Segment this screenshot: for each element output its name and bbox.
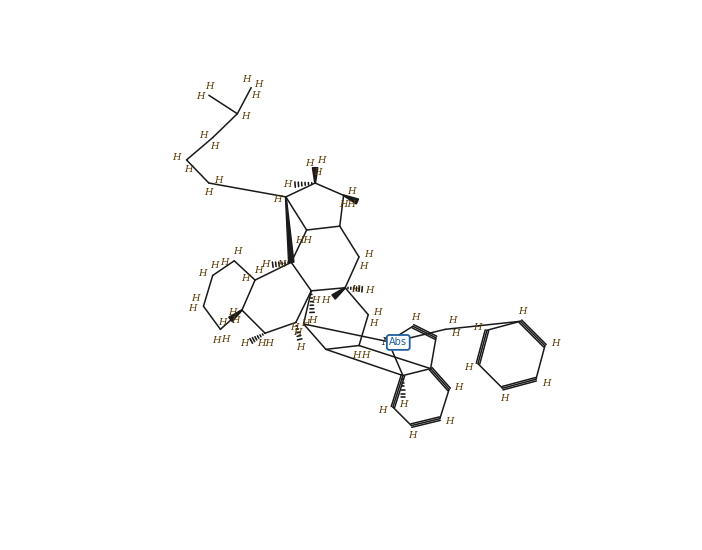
Text: H: H [240, 339, 249, 349]
Text: H: H [322, 295, 330, 305]
Text: H: H [233, 247, 241, 256]
Text: H: H [231, 316, 239, 326]
Text: H: H [204, 188, 213, 197]
Polygon shape [229, 310, 242, 321]
Text: H: H [290, 323, 298, 332]
Text: H: H [254, 266, 263, 274]
Text: H: H [185, 164, 193, 174]
Text: H: H [210, 261, 218, 270]
Text: H: H [242, 75, 251, 84]
Text: H: H [472, 323, 481, 332]
Text: N: N [381, 337, 391, 346]
Text: H: H [241, 274, 249, 283]
Text: H: H [501, 394, 509, 403]
Text: H: H [364, 250, 373, 259]
Text: H: H [301, 320, 310, 328]
Text: H: H [359, 262, 368, 271]
Text: H: H [215, 176, 223, 185]
Text: H: H [542, 378, 550, 388]
Text: H: H [451, 329, 460, 338]
Text: H: H [261, 260, 270, 269]
Text: H: H [192, 294, 200, 303]
Text: H: H [241, 112, 250, 120]
Text: H: H [361, 351, 369, 360]
Text: H: H [283, 180, 291, 189]
Text: H: H [199, 270, 207, 278]
Text: H: H [273, 195, 282, 205]
Text: H: H [352, 351, 361, 360]
Text: H: H [373, 308, 382, 317]
Text: H: H [251, 91, 259, 100]
Text: HH: HH [295, 235, 312, 245]
Text: H: H [366, 285, 374, 295]
Text: H: H [218, 318, 227, 327]
Polygon shape [332, 288, 345, 299]
Text: H: H [351, 285, 359, 294]
Text: H: H [454, 383, 463, 392]
Text: H: H [464, 363, 472, 372]
Text: H: H [409, 431, 417, 440]
Text: H: H [311, 295, 319, 305]
Text: H: H [369, 320, 378, 328]
Text: H: H [277, 260, 286, 269]
Text: H: H [172, 153, 181, 162]
Text: H: H [309, 316, 317, 324]
Text: H: H [212, 336, 221, 345]
Text: H: H [378, 406, 387, 415]
Text: H: H [196, 92, 205, 101]
Polygon shape [343, 195, 359, 204]
Text: H: H [448, 316, 456, 324]
Text: H: H [317, 156, 326, 165]
Text: H: H [305, 158, 313, 168]
Text: H: H [199, 131, 208, 140]
Text: H: H [519, 307, 527, 316]
Text: H: H [255, 80, 263, 89]
Text: H: H [227, 308, 236, 317]
Text: H: H [188, 304, 197, 313]
Text: H: H [220, 258, 229, 267]
Text: H: H [206, 82, 214, 91]
Text: H: H [313, 168, 322, 177]
Polygon shape [286, 197, 294, 262]
Text: HH: HH [339, 200, 356, 209]
Text: H: H [222, 335, 230, 344]
Text: H: H [347, 187, 355, 196]
Text: H: H [445, 417, 453, 426]
Polygon shape [312, 168, 318, 183]
Text: HH: HH [258, 339, 274, 349]
Text: H: H [550, 339, 559, 348]
Text: H: H [293, 328, 302, 337]
Text: H: H [210, 141, 218, 151]
Text: H: H [296, 343, 305, 351]
Text: Abs: Abs [390, 338, 407, 348]
Text: H: H [411, 312, 420, 322]
Text: H: H [399, 400, 408, 409]
